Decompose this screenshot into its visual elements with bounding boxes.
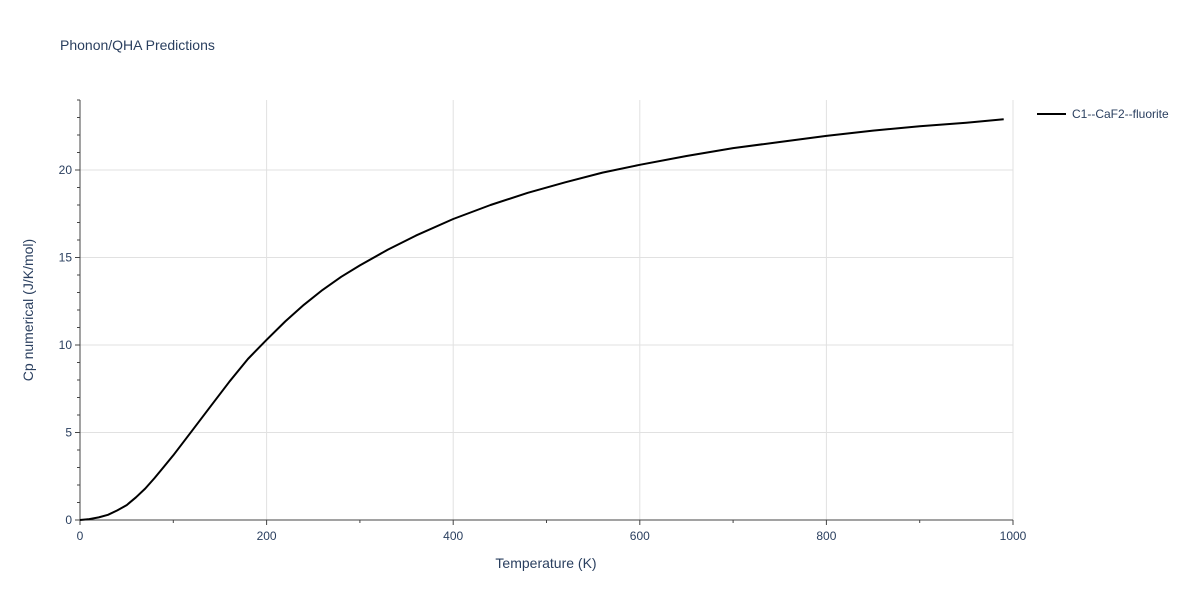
x-tick-label: 600 [630, 529, 650, 543]
x-tick-label: 200 [257, 529, 277, 543]
x-tick-label: 0 [77, 529, 84, 543]
legend-label: C1--CaF2--fluorite [1072, 107, 1169, 121]
series-line [79, 118, 1004, 521]
chart-title: Phonon/QHA Predictions [60, 37, 215, 53]
x-tick-label: 1000 [1000, 529, 1027, 543]
axes: 0 200 400 600 800 1000 0 5 10 15 20 [59, 99, 1027, 543]
y-axis-title: Cp numerical (J/K/mol) [20, 239, 36, 381]
plot-area [79, 118, 1004, 521]
x-tick-label: 400 [443, 529, 463, 543]
y-tick-label: 0 [65, 513, 72, 527]
y-tick-label: 15 [59, 251, 73, 265]
y-tick-label: 10 [59, 338, 73, 352]
y-tick-label: 20 [59, 163, 73, 177]
grid [80, 100, 1014, 520]
x-tick-label: 800 [816, 529, 836, 543]
legend[interactable]: C1--CaF2--fluorite [1037, 107, 1169, 121]
y-tick-label: 5 [65, 426, 72, 440]
x-axis-title: Temperature (K) [495, 555, 596, 571]
